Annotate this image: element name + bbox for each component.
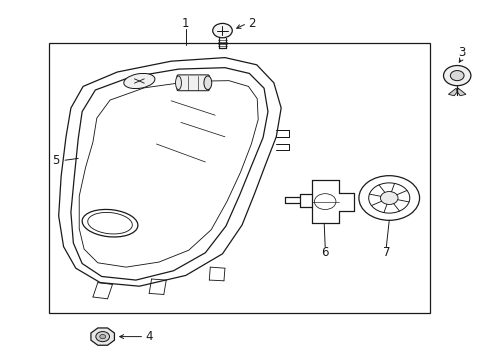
Bar	[49, 43, 429, 313]
Polygon shape	[456, 88, 465, 96]
Text: 7: 7	[382, 246, 389, 258]
Text: 2: 2	[247, 17, 255, 30]
Circle shape	[96, 332, 109, 342]
Circle shape	[380, 192, 397, 204]
Ellipse shape	[203, 76, 211, 90]
Text: 4: 4	[145, 330, 153, 343]
Polygon shape	[447, 88, 456, 96]
Circle shape	[443, 66, 470, 86]
FancyBboxPatch shape	[177, 75, 209, 91]
Text: 1: 1	[182, 17, 189, 30]
Text: 5: 5	[52, 154, 60, 167]
Text: 6: 6	[321, 246, 328, 258]
Polygon shape	[91, 328, 114, 345]
Text: 3: 3	[457, 46, 465, 59]
Circle shape	[212, 23, 232, 38]
Ellipse shape	[123, 73, 155, 89]
Ellipse shape	[175, 76, 181, 90]
Circle shape	[449, 71, 463, 81]
Circle shape	[100, 334, 105, 339]
